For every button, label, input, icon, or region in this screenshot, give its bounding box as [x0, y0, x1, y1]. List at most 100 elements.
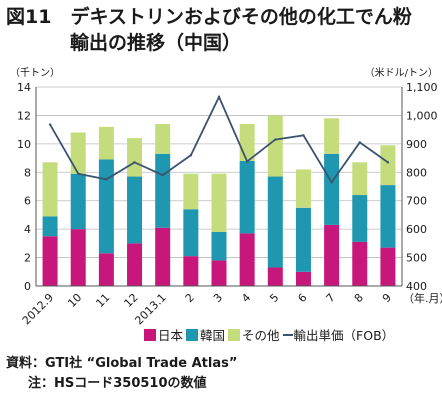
- bar-segment-other: [324, 118, 340, 154]
- y-left-tick-label: 14: [17, 81, 31, 94]
- bar-segment-korea: [239, 160, 255, 234]
- x-tick-label: 6: [295, 291, 309, 305]
- y-right-tick-label: 1,000: [406, 109, 438, 122]
- bar-segment-japan: [70, 229, 86, 286]
- legend-line-price: [282, 333, 293, 336]
- price-point: [189, 154, 193, 157]
- price-point: [386, 161, 390, 164]
- bar-segment-other: [127, 138, 143, 177]
- price-point: [105, 178, 108, 181]
- bar-segment-other: [42, 162, 58, 217]
- price-point: [77, 172, 80, 175]
- price-point: [358, 141, 361, 144]
- bar-segment-korea: [295, 207, 311, 272]
- price-point: [302, 134, 305, 137]
- bar-segment-japan: [380, 247, 396, 286]
- legend-item-korea: 韓国: [186, 325, 225, 344]
- legend: 日本 韓国 その他 輸出単価（FOB）: [144, 325, 397, 344]
- bar-segment-korea: [380, 185, 396, 248]
- bar-segment-japan: [98, 253, 114, 286]
- x-tick-label: 8: [352, 291, 366, 305]
- bar-segment-korea: [98, 159, 114, 254]
- bar-segment-other: [380, 145, 396, 186]
- x-tick-label: 7: [324, 291, 338, 305]
- bar-segment-korea: [42, 216, 58, 237]
- bar-segment-other: [295, 169, 311, 208]
- bar-segment-other: [155, 123, 171, 154]
- price-point: [330, 181, 333, 184]
- legend-label-price: 輸出単価（FOB）: [293, 328, 395, 343]
- legend-swatch-korea: [186, 328, 199, 341]
- legend-label-korea: 韓国: [200, 328, 226, 343]
- title-line-1: 図11 デキストリンおよびその他の化工でん粉: [6, 6, 412, 28]
- x-axis-unit: （年.月）: [403, 291, 442, 305]
- y-right-tick-label: 500: [406, 252, 427, 265]
- title-line-2: 輸出の推移（中国）: [70, 32, 242, 54]
- legend-item-price: 輸出単価（FOB）: [282, 325, 395, 344]
- bar-segment-other: [98, 126, 114, 160]
- y-right-tick-label: 900: [406, 138, 427, 151]
- bar-segment-other: [70, 132, 86, 174]
- bar-segment-korea: [211, 231, 227, 261]
- x-tick-label: 5: [267, 291, 281, 305]
- y-right-tick-label: 400: [406, 280, 427, 293]
- bar-segment-korea: [267, 176, 283, 268]
- y-right-tick-label: 1,100: [406, 81, 438, 94]
- price-point: [274, 138, 277, 141]
- y-left-tick-label: 10: [17, 138, 31, 151]
- bar-segment-other: [267, 115, 283, 177]
- bar-segment-japan: [239, 233, 255, 286]
- price-point: [161, 173, 164, 177]
- x-tick-label: 9: [380, 291, 394, 305]
- y-left-tick-label: 0: [24, 280, 31, 293]
- price-point: [245, 160, 249, 163]
- bar-segment-japan: [324, 224, 340, 286]
- right-axis-unit: （米ドル/トン）: [364, 68, 438, 79]
- bar-segment-korea: [70, 173, 86, 230]
- y-right-tick-label: 800: [406, 166, 427, 179]
- bar-segment-korea: [127, 176, 143, 244]
- source-note: 資料：GTI社 “Global Trade Atlas” 注：HSコード3505…: [6, 354, 237, 394]
- bar-segment-korea: [183, 209, 199, 257]
- bar-segment-korea: [352, 195, 368, 242]
- bar-segment-korea: [324, 153, 340, 225]
- x-tick-label: 3: [211, 291, 225, 305]
- bar-segment-korea: [155, 153, 171, 228]
- x-tick-label: 11: [93, 291, 112, 310]
- bar-segment-japan: [155, 227, 171, 286]
- x-tick-label: 2013.1: [132, 291, 168, 327]
- legend-label-other: その他: [242, 328, 280, 343]
- x-tick-label: 12: [122, 291, 141, 310]
- bar-segment-japan: [295, 271, 311, 286]
- legend-item-japan: 日本: [144, 325, 183, 344]
- x-tick-label: 2012.9: [20, 291, 56, 327]
- bar-segment-other: [239, 123, 255, 161]
- y-left-tick-label: 12: [17, 109, 31, 122]
- price-point: [217, 95, 221, 99]
- y-left-tick-label: 8: [24, 166, 31, 179]
- chart-title: 図11 デキストリンおよびその他の化工でん粉 輸出の推移（中国）: [6, 4, 412, 56]
- legend-item-other: その他: [228, 325, 280, 344]
- price-point: [48, 123, 52, 126]
- source-line: 資料：GTI社 “Global Trade Atlas”: [6, 356, 238, 371]
- y-right-tick-label: 700: [406, 195, 427, 208]
- bar-segment-japan: [267, 267, 283, 286]
- bar-segment-other: [211, 173, 227, 232]
- note-line: 注：HSコード350510の数値: [28, 376, 207, 391]
- left-axis-unit: （千トン）: [10, 68, 60, 79]
- bar-segment-japan: [42, 236, 58, 286]
- bar-segment-japan: [211, 260, 227, 286]
- bar-segment-other: [183, 173, 199, 210]
- x-tick-label: 10: [65, 291, 84, 310]
- y-left-tick-label: 4: [24, 223, 31, 236]
- legend-label-japan: 日本: [158, 328, 184, 343]
- y-right-tick-label: 600: [406, 223, 427, 236]
- bar-segment-other: [352, 162, 368, 196]
- bar-segment-japan: [127, 243, 143, 286]
- price-point: [133, 161, 136, 164]
- legend-swatch-japan: [144, 328, 156, 341]
- bar-segment-japan: [352, 241, 368, 286]
- legend-swatch-other: [228, 328, 241, 341]
- bar-segment-japan: [183, 256, 199, 286]
